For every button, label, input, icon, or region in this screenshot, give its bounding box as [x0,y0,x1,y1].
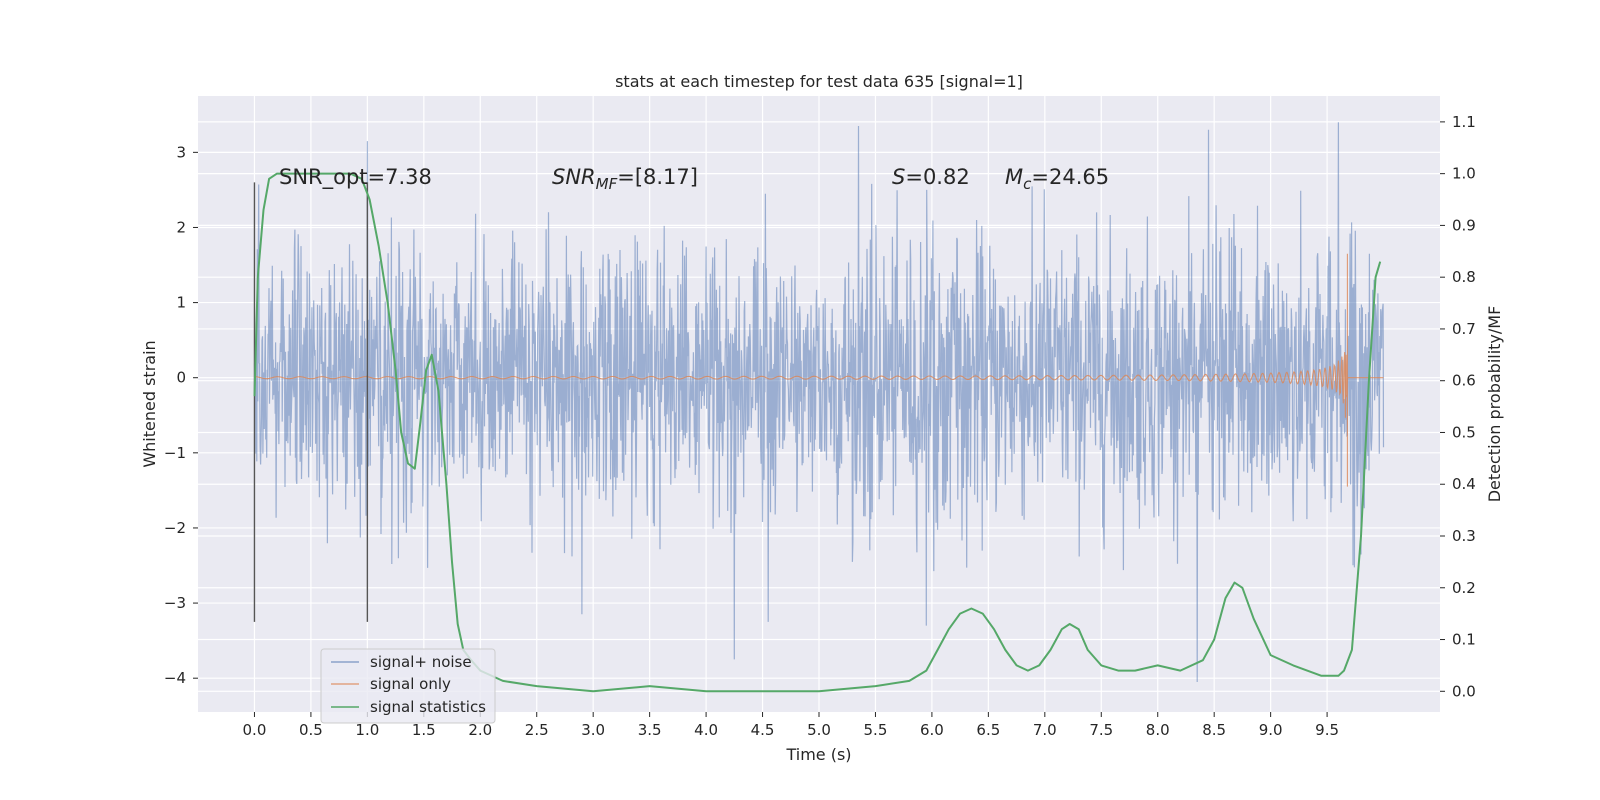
vertical-lines [253,182,369,622]
x-axis-label: Time (s) [785,745,851,764]
x-tick-label: 6.0 [920,721,944,739]
legend: signal+ noise signal only signal statist… [320,648,496,724]
s-label: S [892,165,905,189]
mc-annotation: Mc=24.65 [1005,165,1109,193]
signal-line [254,253,1384,487]
x-tick-label: 2.5 [525,721,549,739]
y2-tick-label: 0.5 [1452,423,1476,441]
y2-tick-label: 0.7 [1452,320,1476,338]
y2-tick-label: 0.9 [1452,216,1476,234]
mc-label: M [1005,165,1023,189]
x-tick-label: 1.0 [355,721,379,739]
y-axis-label: Whitened strain [140,340,159,467]
x-tick-label: 2.0 [468,721,492,739]
x-tick-label: 3.0 [581,721,605,739]
s-value: =0.82 [905,165,969,189]
y2-axis-ticks: 1.1 1.0 0.9 0.8 0.7 0.6 0.5 0.4 0.3 0.2 0.1 0.0 [1440,113,1476,700]
y-axis-ticks: 3 2 1 0 −1 −2 −3 −4 [164,143,198,687]
mc-value: =24.65 [1031,165,1109,189]
x-tick-label: 4.0 [694,721,718,739]
y2-tick-label: 1.1 [1452,113,1476,131]
y-tick-label: 2 [176,218,186,236]
stat-line [253,172,1382,693]
legend-label-noise: signal+ noise [370,653,472,671]
x-tick-label: 0.5 [299,721,323,739]
x-tick-label: 9.5 [1315,721,1339,739]
stat-series [253,172,1382,693]
s-annotation: S=0.82 [892,165,970,189]
legend-label-signal: signal only [370,675,451,693]
y2-tick-label: 0.3 [1452,527,1476,545]
y2-tick-label: 0.8 [1452,268,1476,286]
y2-axis-label: Detection probability/MF [1485,306,1504,503]
y2-tick-label: 0.4 [1452,475,1476,493]
y-tick-label: 1 [176,294,186,312]
y-tick-label: 0 [176,369,186,387]
x-tick-label: 1.5 [412,721,436,739]
x-tick-label: 4.5 [751,721,775,739]
y2-tick-label: 0.0 [1452,682,1476,700]
y-tick-label: −4 [164,669,186,687]
mc-sub: c [1023,175,1032,193]
x-tick-label: 7.0 [1033,721,1057,739]
x-tick-label: 0.0 [243,721,267,739]
y-tick-label: −3 [164,594,186,612]
signal-series [254,253,1384,487]
x-tick-label: 9.0 [1259,721,1283,739]
x-tick-label: 8.0 [1146,721,1170,739]
legend-box [320,648,496,724]
x-tick-label: 5.0 [807,721,831,739]
x-axis-ticks: 0.0 0.5 1.0 1.5 2.0 2.5 3.0 3.5 4.0 4.5 5.0 5.5 6.0 6… [243,712,1339,739]
chart-title: stats at each timestep for test data 635… [615,72,1023,91]
snr-mf-sub: MF [596,175,618,193]
snr-mf-value: =[8.17] [617,165,698,189]
y2-tick-label: 0.6 [1452,372,1476,390]
snr-mf-label: SNR [552,165,596,189]
legend-label-stat: signal statistics [370,698,486,716]
y-tick-label: −1 [164,444,186,462]
x-tick-label: 7.5 [1089,721,1113,739]
x-tick-label: 5.5 [864,721,888,739]
y-tick-label: −2 [164,519,186,537]
y2-tick-label: 0.1 [1452,631,1476,649]
y2-tick-label: 0.2 [1452,579,1476,597]
x-tick-label: 8.5 [1202,721,1226,739]
y-tick-label: 3 [176,143,186,161]
y2-tick-label: 1.0 [1452,165,1476,183]
x-tick-label: 3.5 [638,721,662,739]
snr-mf-annotation: SNRMF=[8.17] [552,165,698,193]
x-tick-label: 6.5 [976,721,1000,739]
snr-opt-annotation: SNR_opt=7.38 [279,165,432,190]
